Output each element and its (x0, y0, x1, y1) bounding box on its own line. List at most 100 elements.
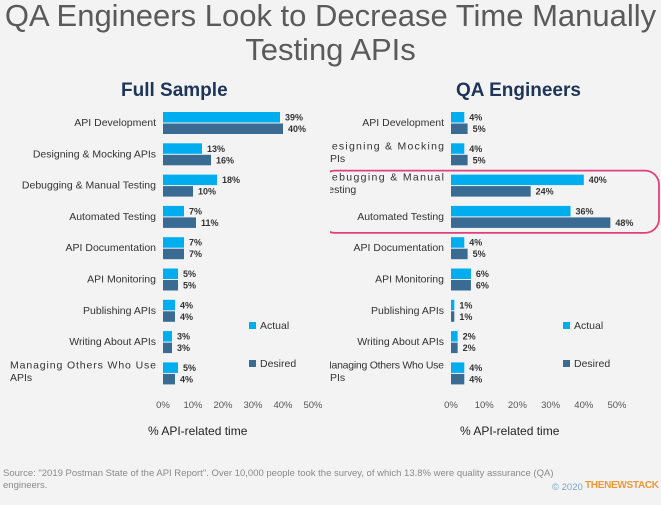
left-label-api-development: API Development (74, 117, 156, 129)
right-xtick-20-2: 20% (508, 400, 528, 411)
right-xtick-40-4: 40% (574, 400, 594, 411)
right-panel-title: QA Engineers (456, 80, 581, 101)
left-bar-desired-api-monitoring (163, 280, 178, 291)
left-xtick-40-4: 40% (273, 400, 293, 411)
left-label-managing-others-who-use-apis-line2: APIs (10, 372, 32, 384)
right-label-api-documentation: API Documentation (354, 242, 445, 254)
left-value-desired-designing-mocking-apis: 16% (216, 155, 234, 165)
right-xtick-30-3: 30% (541, 400, 561, 411)
right-bar-desired-api-documentation (451, 248, 468, 260)
left-value-actual-managing-others-who-use-apis: 5% (183, 363, 196, 373)
left-bar-actual-debugging-manual-testing (163, 174, 217, 186)
right-bar-desired-writing-about-apis (451, 342, 458, 354)
left-label-designing-mocking-apis: Designing & Mocking APIs (33, 148, 156, 160)
left-bar-desired-api-development (163, 123, 283, 134)
right-value-desired-api-monitoring: 6% (476, 281, 489, 291)
left-value-desired-writing-about-apis: 3% (177, 343, 190, 353)
left-xtick-0-0: 0% (156, 400, 170, 411)
right-value-actual-automated-testing: 36% (576, 206, 594, 216)
right-value-desired-debugging-manual-testing: 24% (536, 187, 554, 197)
left-legend-swatch-actual (249, 322, 256, 329)
left-x-axis-title: % API-related time (148, 424, 248, 438)
left-label-api-documentation: API Documentation (66, 242, 157, 254)
left-bar-desired-writing-about-apis (163, 342, 172, 354)
left-value-desired-automated-testing: 11% (201, 218, 219, 228)
left-value-actual-designing-mocking-apis: 13% (207, 144, 225, 154)
left-bar-actual-managing-others-who-use-apis (163, 362, 178, 373)
right-xtick-50-5: 50% (607, 400, 627, 411)
right-bar-desired-api-development (451, 123, 468, 134)
right-bar-desired-managing-others-who-use-apis (451, 373, 465, 385)
right-legend-swatch-actual (563, 322, 570, 329)
right-label-designing-mocking-apis-line1: Designing & Mocking (330, 140, 444, 152)
right-bar-actual-managing-others-who-use-apis (451, 362, 465, 373)
right-value-actual-designing-mocking-apis: 4% (469, 144, 482, 154)
right-bar-desired-publishing-apis (451, 311, 455, 322)
right-bar-actual-designing-mocking-apis (451, 143, 465, 154)
left-value-actual-debugging-manual-testing: 18% (222, 175, 240, 185)
left-label-debugging-manual-testing: Debugging & Manual Testing (22, 180, 156, 192)
left-xtick-10-1: 10% (183, 400, 203, 411)
left-label-writing-about-apis: Writing About APIs (69, 336, 156, 348)
title-line-1: QA Engineers Look to Decrease Time Manua… (4, 0, 657, 33)
left-bar-desired-debugging-manual-testing (163, 186, 193, 197)
right-value-desired-managing-others-who-use-apis: 4% (469, 374, 482, 384)
left-bar-actual-designing-mocking-apis (163, 143, 202, 154)
right-value-desired-automated-testing: 48% (615, 218, 633, 228)
left-bar-actual-api-monitoring (163, 268, 178, 279)
left-value-actual-automated-testing: 7% (189, 206, 202, 216)
left-value-desired-publishing-apis: 4% (180, 312, 193, 322)
right-bar-desired-debugging-manual-testing (451, 186, 531, 197)
left-xtick-30-3: 30% (243, 400, 263, 411)
left-xtick-20-2: 20% (213, 400, 233, 411)
right-legend-swatch-desired (563, 360, 570, 367)
right-label-writing-about-apis: Writing About APIs (357, 336, 444, 348)
left-bar-actual-automated-testing (163, 205, 184, 217)
copyright: © 2020 (552, 482, 583, 493)
left-bar-desired-api-documentation (163, 248, 184, 260)
left-label-api-monitoring: API Monitoring (87, 274, 156, 286)
right-label-debugging-manual-testing-line1: Debugging & Manual (330, 172, 444, 184)
right-bar-desired-automated-testing (451, 217, 611, 228)
brand-logo: THENEWSTACK (585, 480, 659, 491)
left-legend-label-desired: Desired (260, 358, 296, 370)
right-bar-actual-publishing-apis (451, 299, 455, 311)
left-value-actual-api-development: 39% (285, 113, 303, 123)
left-bar-desired-designing-mocking-apis (163, 154, 211, 166)
left-value-desired-managing-others-who-use-apis: 4% (180, 374, 193, 384)
right-bar-actual-debugging-manual-testing (451, 174, 584, 186)
source-note: Source: "2019 Postman State of the API R… (3, 468, 554, 491)
right-xtick-10-1: 10% (475, 400, 495, 411)
right-label-api-monitoring: API Monitoring (375, 274, 444, 286)
right-xtick-0-0: 0% (444, 400, 458, 411)
left-bar-actual-writing-about-apis (163, 331, 172, 342)
right-value-desired-api-documentation: 5% (473, 249, 486, 259)
right-value-actual-api-monitoring: 6% (476, 269, 489, 279)
left-label-automated-testing: Automated Testing (69, 211, 156, 223)
left-value-desired-debugging-manual-testing: 10% (198, 187, 216, 197)
left-value-desired-api-development: 40% (288, 124, 306, 134)
left-label-publishing-apis: Publishing APIs (83, 305, 156, 317)
left-xtick-50-5: 50% (303, 400, 323, 411)
right-bar-actual-api-documentation (451, 237, 465, 248)
left-value-actual-api-documentation: 7% (189, 238, 202, 248)
right-bar-actual-api-development (451, 112, 465, 123)
right-value-actual-api-documentation: 4% (469, 238, 482, 248)
right-highlight-box (330, 169, 660, 234)
left-legend-label-actual: Actual (260, 320, 289, 332)
right-label-automated-testing: Automated Testing (357, 211, 444, 223)
left-bar-actual-publishing-apis (163, 299, 175, 311)
left-bar-desired-publishing-apis (163, 311, 175, 322)
right-label-api-development: API Development (362, 117, 444, 129)
right-value-desired-publishing-apis: 1% (459, 312, 472, 322)
right-bar-desired-api-monitoring (451, 280, 471, 291)
left-value-desired-api-documentation: 7% (189, 249, 202, 259)
right-bar-actual-writing-about-apis (451, 331, 458, 342)
right-value-actual-publishing-apis: 1% (459, 300, 472, 310)
right-label-publishing-apis: Publishing APIs (371, 305, 444, 317)
left-legend-swatch-desired (249, 360, 256, 367)
right-x-axis-title: % API-related time (460, 424, 560, 438)
left-value-actual-publishing-apis: 4% (180, 300, 193, 310)
